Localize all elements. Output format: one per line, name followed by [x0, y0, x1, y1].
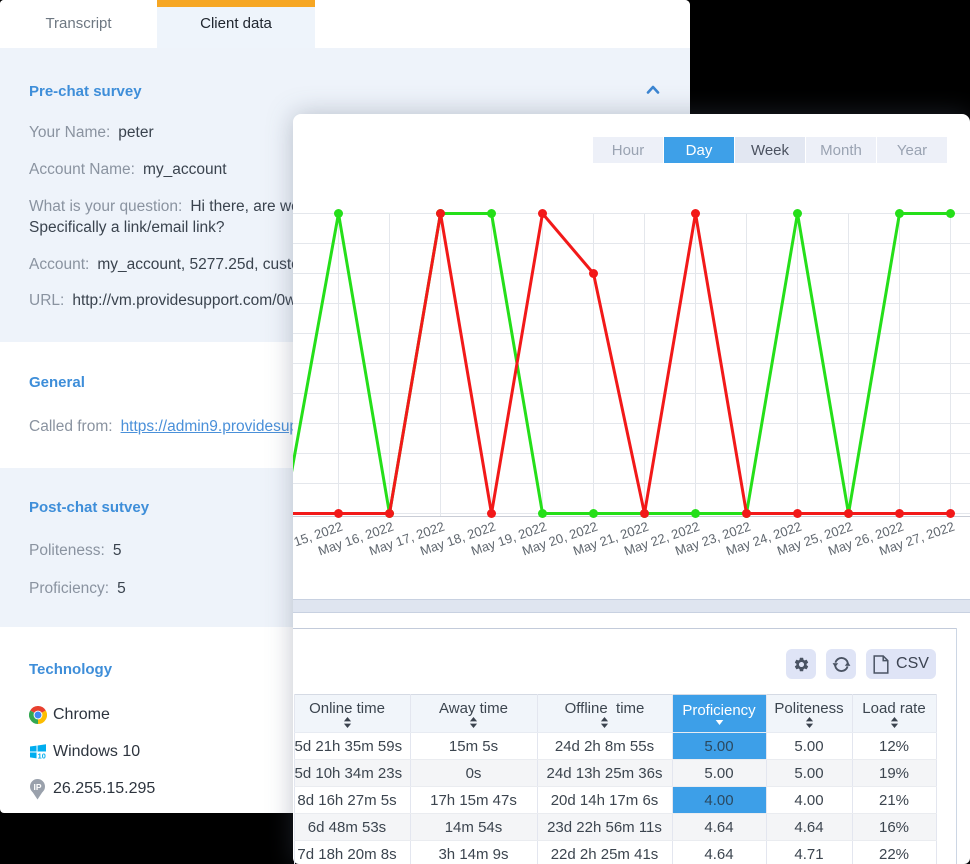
svg-text:10: 10: [38, 752, 46, 760]
svg-text:IP: IP: [33, 782, 41, 792]
